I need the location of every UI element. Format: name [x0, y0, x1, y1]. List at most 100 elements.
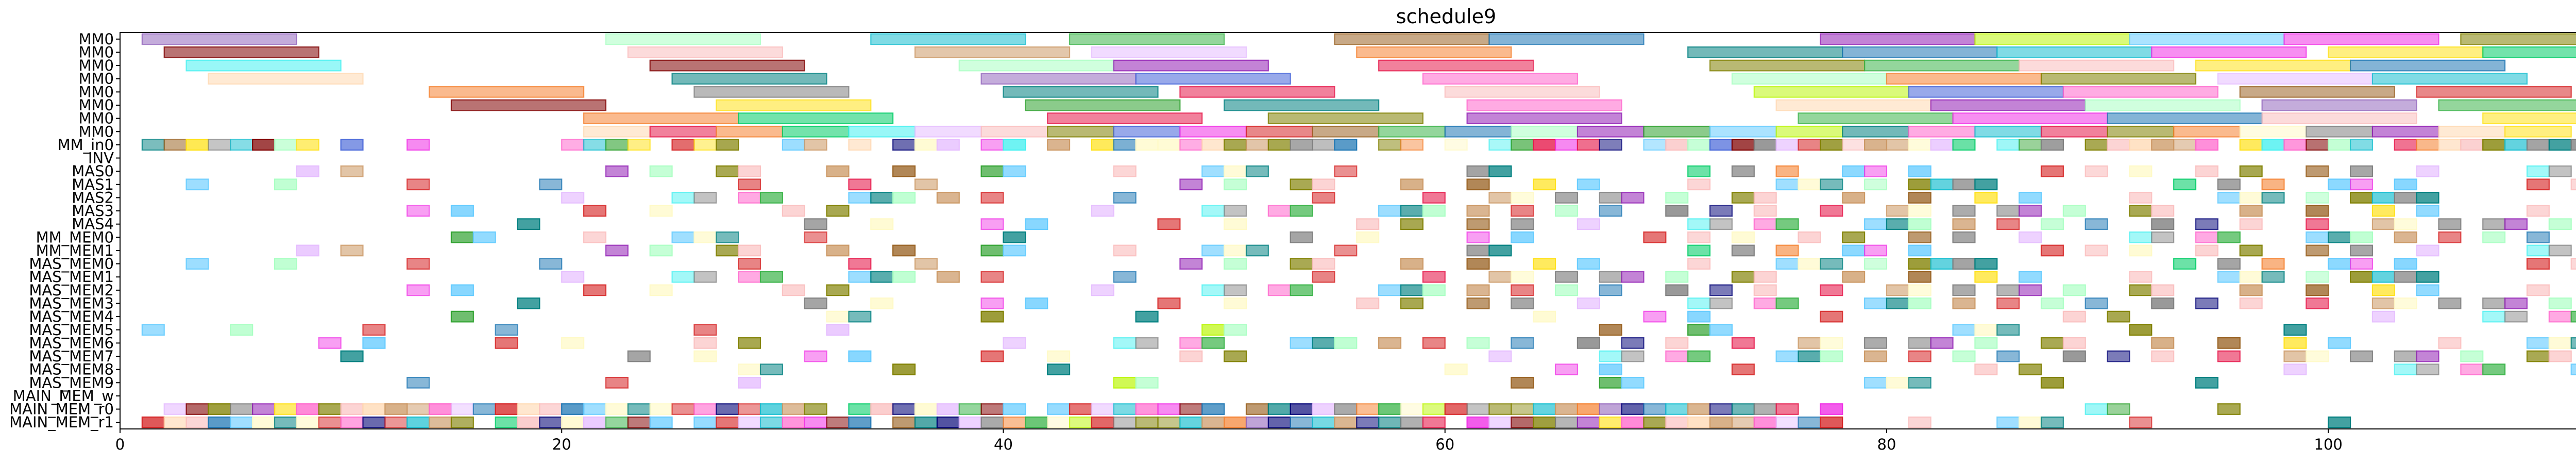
- task-block: [1224, 99, 1380, 111]
- task-block: [2349, 244, 2374, 257]
- task-block: [1511, 337, 1534, 349]
- task-block: [1577, 297, 1600, 309]
- task-block: [2040, 125, 2108, 138]
- task-block: [539, 178, 563, 191]
- task-block: [296, 139, 319, 151]
- task-block: [1775, 403, 1799, 415]
- task-block: [2416, 165, 2439, 177]
- task-block: [1820, 416, 1843, 428]
- task-block: [583, 125, 651, 138]
- task-block: [1356, 46, 1512, 58]
- task-block: [1820, 139, 1843, 151]
- task-block: [2151, 284, 2175, 296]
- task-block: [517, 416, 540, 428]
- task-block: [2040, 218, 2064, 230]
- task-block: [2306, 284, 2329, 296]
- task-block: [693, 416, 717, 428]
- task-block: [738, 244, 761, 257]
- task-block: [804, 231, 827, 243]
- x-tick-label: 80: [1877, 436, 1896, 453]
- task-block: [318, 337, 342, 349]
- task-block: [2084, 218, 2108, 230]
- task-block: [1069, 403, 1093, 415]
- task-block: [252, 416, 276, 428]
- task-block: [980, 192, 1004, 204]
- task-block: [1798, 337, 1821, 349]
- task-block: [2129, 324, 2153, 336]
- task-block: [1334, 139, 1358, 151]
- task-block: [1422, 73, 1578, 85]
- task-block: [1113, 337, 1137, 349]
- task-block: [1599, 350, 1622, 362]
- task-block: [2239, 165, 2263, 177]
- y-tick-label: MAS_MEM2: [29, 281, 114, 299]
- task-block: [826, 165, 850, 177]
- task-block: [2394, 258, 2417, 270]
- task-block: [1908, 178, 1931, 191]
- task-block: [1753, 218, 1777, 230]
- task-block: [1003, 403, 1026, 415]
- task-block: [826, 244, 850, 257]
- y-tick-label: MM_in0: [58, 136, 114, 154]
- task-block: [1908, 244, 1931, 257]
- task-block: [2460, 33, 2576, 45]
- task-block: [1864, 218, 1888, 230]
- task-block: [2349, 231, 2374, 243]
- task-block: [1886, 284, 1909, 296]
- task-block: [870, 271, 894, 283]
- task-block: [914, 416, 938, 428]
- task-block: [141, 416, 165, 428]
- task-block: [782, 416, 805, 428]
- task-block: [2526, 139, 2550, 151]
- task-block: [2239, 125, 2307, 138]
- task-block: [1511, 139, 1534, 151]
- task-block: [2195, 231, 2218, 243]
- task-block: [406, 258, 430, 270]
- task-block: [649, 59, 805, 72]
- task-block: [870, 297, 894, 309]
- task-block: [804, 139, 827, 151]
- task-block: [252, 403, 276, 415]
- task-block: [1091, 403, 1114, 415]
- task-block: [1201, 244, 1225, 257]
- task-block: [1709, 403, 1733, 415]
- task-block: [2129, 284, 2153, 296]
- task-block: [1908, 416, 1931, 428]
- task-block: [2306, 271, 2329, 283]
- task-block: [2548, 350, 2572, 362]
- task-block: [980, 139, 1004, 151]
- task-block: [583, 139, 607, 151]
- task-block: [274, 139, 297, 151]
- task-block: [1621, 337, 1645, 349]
- task-block: [1577, 337, 1600, 349]
- task-block: [649, 125, 717, 138]
- task-block: [605, 403, 629, 415]
- task-block: [1864, 297, 1888, 309]
- task-block: [2151, 46, 2307, 58]
- task-block: [1599, 324, 1622, 336]
- task-block: [1864, 165, 1888, 177]
- task-block: [1113, 376, 1137, 389]
- task-block: [2328, 337, 2351, 349]
- task-block: [2239, 86, 2395, 98]
- task-block: [1974, 33, 2130, 45]
- task-block: [2217, 403, 2241, 415]
- task-block: [1753, 284, 1777, 296]
- task-block: [2548, 165, 2572, 177]
- task-block: [738, 416, 761, 428]
- task-block: [1378, 59, 1534, 72]
- task-block: [1621, 416, 1645, 428]
- y-tick-label: MAS2: [72, 189, 114, 206]
- task-block: [185, 416, 209, 428]
- task-block: [1952, 112, 2108, 124]
- task-block: [1356, 297, 1380, 309]
- task-block: [362, 403, 386, 415]
- task-block: [1312, 139, 1335, 151]
- task-block: [1003, 416, 1026, 428]
- x-tick-label: 40: [994, 436, 1013, 453]
- task-block: [2394, 139, 2417, 151]
- task-block: [1864, 139, 1888, 151]
- task-block: [208, 416, 231, 428]
- y-tick-label: MAIN_MEM_r0: [9, 401, 114, 418]
- task-block: [1334, 403, 1358, 415]
